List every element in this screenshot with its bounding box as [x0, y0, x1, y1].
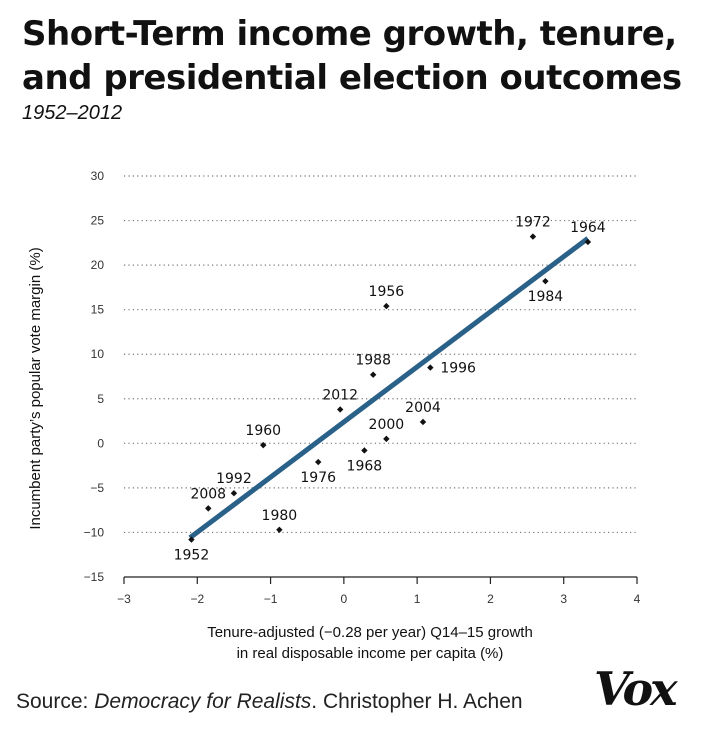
x-tick-label: −1	[264, 592, 278, 606]
x-tick-label: 1	[414, 592, 421, 606]
point-label: 2008	[190, 486, 226, 502]
data-points: 1952 1956 1960 1964 1968 1972 1976 1980 1984 1988…	[174, 215, 606, 564]
x-axis-label-line2: in real disposable income per capita (%)	[237, 645, 504, 662]
data-point	[383, 302, 390, 310]
data-point	[529, 233, 537, 240]
point-label: 2000	[369, 417, 405, 433]
point-label: 1980	[262, 508, 298, 524]
y-tick-label: −5	[90, 481, 104, 495]
vox-logo: Vox	[594, 662, 678, 716]
y-tick-label: 25	[91, 214, 105, 228]
chart-title: Short-Term income growth, tenure, and pr…	[22, 14, 682, 98]
data-point	[260, 441, 267, 449]
source-credit: Source: Democracy for Realists. Christop…	[16, 690, 523, 714]
point-label: 2012	[322, 387, 358, 403]
data-point	[336, 406, 344, 413]
data-point	[542, 277, 549, 285]
data-point	[205, 505, 212, 512]
data-point	[361, 447, 368, 454]
source-prefix: Source:	[16, 690, 95, 713]
y-axis-label: Incumbent party’s popular vote margin (%…	[27, 247, 44, 529]
data-point	[276, 526, 283, 533]
point-label: 1968	[347, 458, 383, 474]
data-point	[315, 458, 322, 466]
point-label: 1964	[570, 220, 606, 236]
y-tick-label: 5	[97, 392, 104, 406]
x-tick-label: 2	[487, 592, 494, 606]
y-tick-label: 15	[91, 303, 105, 317]
point-label: 2004	[405, 400, 441, 416]
data-point	[369, 371, 377, 378]
point-label: 1996	[440, 361, 476, 377]
point-label: 1984	[528, 289, 564, 305]
data-point	[427, 364, 434, 371]
source-author: . Christopher H. Achen	[311, 690, 523, 713]
data-point	[188, 536, 195, 543]
point-label: 1988	[355, 353, 391, 369]
x-axis: −3 −2 −1 0 1 2 3 4	[117, 576, 641, 606]
point-label: 1992	[216, 471, 252, 487]
data-point	[230, 490, 238, 497]
point-label: 1952	[174, 548, 210, 564]
y-tick-label: 10	[91, 347, 105, 361]
point-label: 1956	[369, 284, 405, 300]
x-tick-label: 3	[560, 592, 567, 606]
point-label: 1976	[300, 470, 336, 486]
y-tick-label: −15	[84, 570, 105, 584]
x-tick-label: 4	[634, 592, 641, 606]
x-axis-label: Tenure-adjusted (−0.28 per year) Q14–15 …	[207, 624, 533, 641]
x-tick-label: −3	[117, 592, 131, 606]
trend-line	[188, 236, 590, 540]
data-point	[383, 435, 390, 443]
x-tick-label: −2	[190, 592, 204, 606]
y-tick-label: 30	[91, 169, 105, 183]
chart-subtitle: 1952–2012	[22, 102, 123, 124]
y-tick-label: 0	[97, 436, 104, 450]
point-label: 1960	[245, 423, 281, 439]
data-point	[584, 238, 592, 246]
y-tick-label: −10	[84, 525, 105, 539]
point-label: 1972	[515, 215, 551, 231]
y-axis-ticks: 30 25 20 15 10 5 0 −5 −10 −15	[84, 169, 105, 584]
x-tick-label: 0	[341, 592, 348, 606]
y-tick-label: 20	[91, 258, 105, 272]
data-point	[419, 418, 427, 426]
source-work-title: Democracy for Realists	[94, 690, 312, 713]
